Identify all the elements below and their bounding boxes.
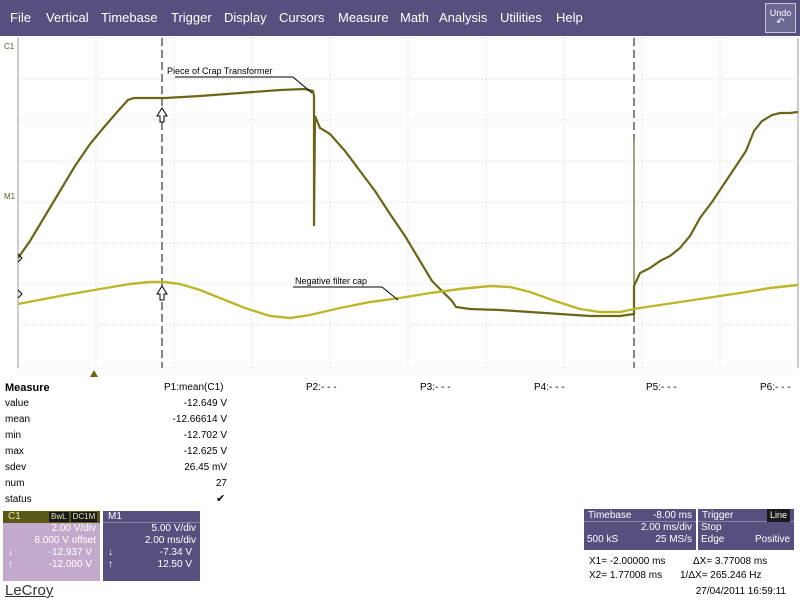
c1-channel-tag: C1	[4, 42, 15, 51]
trigger-type: Edge	[701, 534, 725, 545]
down-arrow-icon: ↓	[108, 547, 113, 558]
menu-file[interactable]: File	[10, 10, 31, 25]
lecroy-logo: LeCroy	[5, 582, 54, 599]
c1-offset: 8.000 V offset	[34, 535, 96, 546]
timebase-samples: 500 kS	[587, 534, 619, 545]
waveform-display[interactable]: C1 M1 Piece of Crap Transformer Negative…	[0, 36, 800, 378]
undo-button[interactable]: Undo ↶	[765, 3, 796, 33]
c1-cursor1-value: -12.937 V	[48, 547, 92, 558]
measure-panel: Measure value mean min max sdev num stat…	[0, 378, 800, 508]
p5-header[interactable]: P5:- - -	[646, 382, 677, 393]
menu-vertical[interactable]: Vertical	[46, 10, 89, 25]
m1-trace	[17, 280, 799, 320]
m1-cursor2-value: 12.50 V	[157, 559, 192, 570]
menu-cursors[interactable]: Cursors	[279, 10, 325, 25]
c1-cursor2-value: -12.000 V	[48, 559, 92, 570]
m1-vdiv: 5.00 V/div	[151, 523, 196, 534]
menu-display[interactable]: Display	[224, 10, 267, 25]
m1-tdiv: 2.00 ms/div	[144, 535, 196, 546]
timestamp: 27/04/2011 16:59:11	[695, 586, 786, 597]
trigger-label: Trigger	[702, 510, 734, 521]
timebase-delay: -8.00 ms	[653, 510, 692, 521]
m1-level-marker	[17, 289, 23, 299]
trigger-slope: Positive	[754, 534, 790, 545]
undo-label: Undo	[769, 8, 792, 18]
trigger-source: Line	[766, 509, 790, 522]
p1-header[interactable]: P1:mean(C1)	[164, 382, 224, 393]
menu-utilities[interactable]: Utilities	[500, 10, 542, 25]
annotation-transformer-arrow	[292, 76, 313, 94]
trigger-position-marker	[90, 370, 98, 377]
measure-row-label: min	[5, 430, 22, 441]
m1-descriptor-box[interactable]: M1 5.00 V/div 2.00 ms/div ↓ -7.34 V ↑ 12.5…	[103, 511, 200, 581]
cursor-x2-readout: X2= 1.77008 ms	[589, 570, 663, 581]
undo-arrow-icon: ↶	[776, 17, 785, 28]
down-arrow-icon: ↓	[8, 547, 13, 558]
c1-vdiv: 2.00 V/div	[51, 523, 96, 534]
c1-trace	[17, 87, 799, 318]
menu-timebase[interactable]: Timebase	[101, 10, 158, 25]
timebase-tdiv: 2.00 ms/div	[640, 522, 692, 533]
measure-row-label: sdev	[5, 462, 27, 473]
p1-mean: -12.66614 V	[172, 414, 228, 425]
c1-descriptor-box[interactable]: C1 BwL DC1M 2.00 V/div 8.000 V offset ↓ -1…	[3, 511, 100, 581]
cursor-x1-c1-marker	[156, 107, 168, 123]
menu-measure[interactable]: Measure	[338, 10, 389, 25]
measure-row-label: status	[5, 494, 32, 505]
cursor-x1-readout: X1= -2.00000 ms	[589, 556, 666, 567]
p6-header[interactable]: P6:- - -	[760, 382, 791, 393]
annotation-transformer: Piece of Crap Transformer	[167, 66, 273, 76]
cursor-x1-m1-marker	[156, 285, 168, 301]
up-arrow-icon: ↑	[108, 559, 113, 570]
annotation-filter-cap: Negative filter cap	[295, 276, 368, 286]
c1-box-label: C1	[8, 511, 21, 522]
p1-max: -12.625 V	[183, 446, 227, 457]
c1-level-marker	[17, 253, 23, 263]
measure-row-label: max	[5, 446, 24, 457]
p4-header[interactable]: P4:- - -	[534, 382, 565, 393]
waveform-grid	[17, 37, 799, 377]
timebase-label: Timebase	[588, 510, 632, 521]
p1-status-check-icon: ✔	[216, 493, 226, 505]
cursor-inv-dx-readout: 1/ΔX= 265.246 Hz	[680, 570, 762, 581]
measure-row-label: value	[5, 398, 29, 409]
menu-math[interactable]: Math	[400, 10, 429, 25]
measure-row-label: mean	[5, 414, 31, 425]
measure-title: Measure	[5, 382, 50, 394]
menu-bar: File Vertical Timebase Trigger Display C…	[0, 0, 800, 36]
p1-min: -12.702 V	[183, 430, 227, 441]
p1-value: -12.649 V	[183, 398, 227, 409]
p2-header[interactable]: P2:- - -	[306, 382, 337, 393]
annotation-filter-cap-arrow	[381, 286, 399, 301]
bwl-badge: BwL	[49, 512, 69, 522]
m1-channel-tag: M1	[4, 192, 16, 201]
m1-box-label: M1	[108, 511, 122, 522]
p1-sdev: 26.45 mV	[184, 462, 227, 473]
menu-help[interactable]: Help	[556, 10, 583, 25]
dc1m-badge: DC1M	[70, 512, 98, 522]
menu-analysis[interactable]: Analysis	[439, 10, 488, 25]
m1-cursor1-value: -7.34 V	[159, 547, 192, 558]
timebase-box[interactable]: Timebase -8.00 ms 2.00 ms/div 500 kS 25 MS…	[584, 509, 696, 550]
menu-trigger[interactable]: Trigger	[171, 10, 212, 25]
cursor-dx-readout: ΔX= 3.77008 ms	[693, 556, 768, 567]
trigger-mode: Stop	[701, 522, 722, 533]
up-arrow-icon: ↑	[8, 559, 13, 570]
timebase-rate: 25 MS/s	[655, 534, 692, 545]
p1-num: 27	[215, 478, 227, 489]
p3-header[interactable]: P3:- - -	[420, 382, 451, 393]
trigger-box[interactable]: Trigger Line Stop Edge Positive	[698, 509, 794, 550]
measure-row-label: num	[5, 478, 25, 489]
